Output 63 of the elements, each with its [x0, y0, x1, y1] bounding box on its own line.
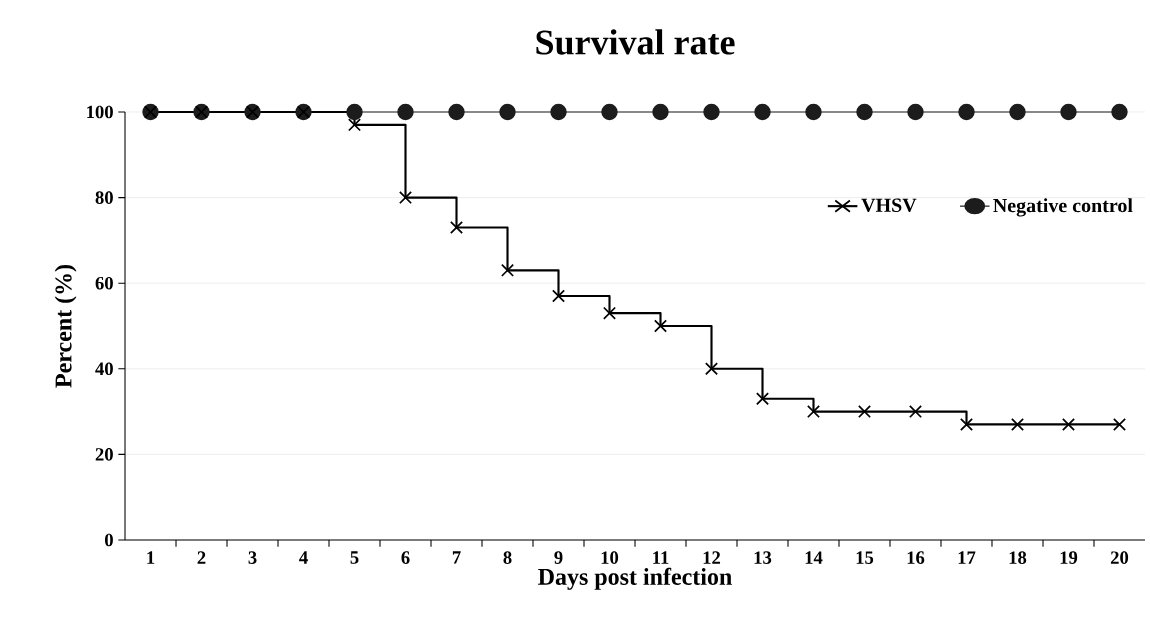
point: [500, 263, 515, 277]
x-tick-label: 11: [653, 551, 669, 564]
point: [857, 405, 872, 419]
point: [1061, 417, 1076, 431]
y-axis-title: Percent (%): [54, 264, 77, 388]
point: [806, 405, 821, 419]
point: [347, 118, 362, 132]
point: [1009, 103, 1026, 121]
point: [1060, 103, 1077, 121]
point: [856, 103, 873, 121]
point: [346, 103, 363, 121]
x-tick-label: 10: [601, 551, 619, 564]
point: [1010, 417, 1025, 431]
point: [448, 103, 465, 121]
point: [550, 103, 567, 121]
y-tick-label: 60: [95, 276, 113, 290]
y-tick-label: 0: [105, 533, 113, 547]
legend-label: VHSV: [861, 198, 917, 213]
point: [449, 221, 464, 235]
point: [601, 103, 618, 121]
x-tick-label: 12: [703, 551, 721, 564]
x-tick-label: 16: [907, 551, 925, 564]
chart-title: Survival rate: [536, 29, 735, 55]
point: [908, 405, 923, 419]
point: [805, 103, 822, 121]
x-axis-title: Days post infection: [538, 567, 732, 590]
x-tick-label: 6: [401, 551, 410, 564]
point: [397, 103, 414, 121]
point: [602, 306, 617, 320]
legend-label: Negative control: [993, 198, 1133, 217]
point: [754, 103, 771, 121]
point: [1111, 103, 1128, 121]
point: [499, 103, 516, 121]
point: [959, 417, 974, 431]
y-tick-label: 40: [95, 362, 113, 376]
x-tick-label: 15: [856, 551, 874, 564]
x-tick-label: 19: [1060, 551, 1078, 564]
x-tick-label: 3: [248, 551, 257, 564]
point: [704, 362, 719, 376]
x-tick-label: 4: [299, 551, 308, 564]
x-tick-label: 17: [958, 551, 976, 564]
point: [653, 319, 668, 333]
y-tick-label: 100: [87, 105, 113, 119]
point: [652, 103, 669, 121]
y-tick-label: 80: [95, 191, 113, 204]
x-tick-label: 20: [1110, 551, 1129, 564]
point: [755, 392, 770, 406]
x-tick-label: 5: [350, 551, 359, 564]
x-tick-label: 18: [1009, 551, 1027, 564]
point: [703, 103, 720, 121]
point: [1112, 417, 1127, 431]
point: [398, 191, 413, 205]
point: [551, 289, 566, 303]
x-tick-label: 9: [554, 551, 563, 564]
point: [958, 103, 975, 121]
x-tick-label: 1: [147, 551, 155, 564]
x-tick-label: 8: [503, 551, 512, 564]
x-tick-label: 7: [452, 551, 461, 564]
x-tick-label: 13: [754, 551, 772, 564]
x-tick-label: 14: [805, 551, 823, 564]
x-tick-label: 2: [197, 551, 206, 564]
y-tick-label: 20: [95, 448, 113, 461]
point: [907, 103, 924, 121]
